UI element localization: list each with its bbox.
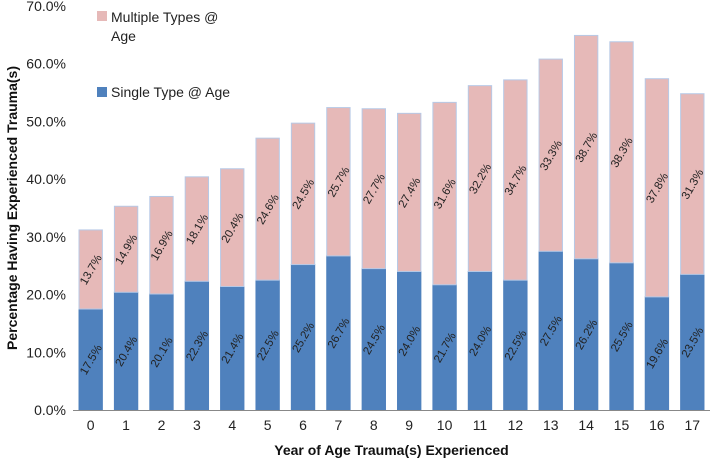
x-tick-label: 8 [370, 417, 378, 433]
bar-multiple-types [680, 93, 705, 275]
legend-label: Single Type @ Age [111, 84, 230, 100]
y-tick-label: 30.0% [26, 229, 66, 245]
y-axis-ticks: 0.0% 10.0% 20.0% 30.0% 40.0% 50.0% 60.0% 70.0% [26, 0, 66, 418]
y-tick-label: 60.0% [26, 56, 66, 72]
bar-multiple-types [538, 58, 563, 252]
bar-multiple-types [432, 101, 457, 286]
x-tick-label: 7 [335, 417, 343, 433]
bar-multiple-types [503, 79, 528, 281]
x-tick-label: 6 [299, 417, 307, 433]
x-tick-label: 0 [87, 417, 95, 433]
y-tick-label: 40.0% [26, 171, 66, 187]
bar-multiple-types [78, 229, 103, 310]
x-tick-label: 4 [228, 417, 236, 433]
x-tick-label: 3 [193, 417, 201, 433]
legend-label: Age [111, 28, 136, 44]
bar-multiple-types [113, 205, 139, 293]
y-tick-label: 20.0% [26, 287, 66, 303]
bar-multiple-types [361, 108, 386, 270]
bar-multiple-types [609, 41, 634, 264]
bar-multiple-types [220, 168, 245, 287]
x-tick-label: 9 [405, 417, 413, 433]
x-tick-label: 12 [508, 417, 524, 433]
x-tick-label: 10 [437, 417, 453, 433]
y-tick-label: 50.0% [26, 113, 66, 129]
legend-label: Multiple Types @ [111, 9, 218, 25]
bar-multiple-types [644, 78, 670, 298]
bar-multiple-types [290, 122, 316, 266]
bars [78, 34, 705, 411]
legend-swatch-multiple-types [97, 11, 107, 21]
y-tick-label: 70.0% [26, 0, 66, 14]
x-tick-label: 5 [264, 417, 272, 433]
bar-multiple-types [184, 176, 210, 282]
x-tick-label: 15 [614, 417, 630, 433]
bar-multiple-types [326, 107, 351, 257]
y-axis-title: Percentage Having Experienced Trauma(s) [4, 66, 20, 350]
bar-multiple-types [467, 85, 493, 272]
x-tick-label: 2 [158, 417, 166, 433]
bar-multiple-types [149, 195, 174, 295]
x-tick-label: 1 [122, 417, 130, 433]
x-axis-ticks: 0 1 2 3 4 5 6 7 8 9 10 11 12 13 14 15 16 17 [87, 417, 701, 433]
legend: Multiple Types @ Age Single Type @ Age [97, 9, 230, 100]
y-tick-label: 0.0% [34, 402, 66, 418]
y-tick-label: 10.0% [26, 344, 66, 360]
bar-multiple-types [573, 34, 599, 260]
x-tick-label: 13 [543, 417, 559, 433]
x-tick-label: 16 [649, 417, 665, 433]
bar-multiple-types [397, 112, 422, 272]
x-tick-label: 11 [473, 417, 488, 433]
legend-swatch-single-type [97, 87, 107, 97]
bar-multiple-types [255, 137, 280, 281]
x-tick-label: 14 [578, 417, 594, 433]
x-axis-title: Year of Age Trauma(s) Experienced [274, 442, 508, 458]
x-tick-label: 17 [685, 417, 701, 433]
